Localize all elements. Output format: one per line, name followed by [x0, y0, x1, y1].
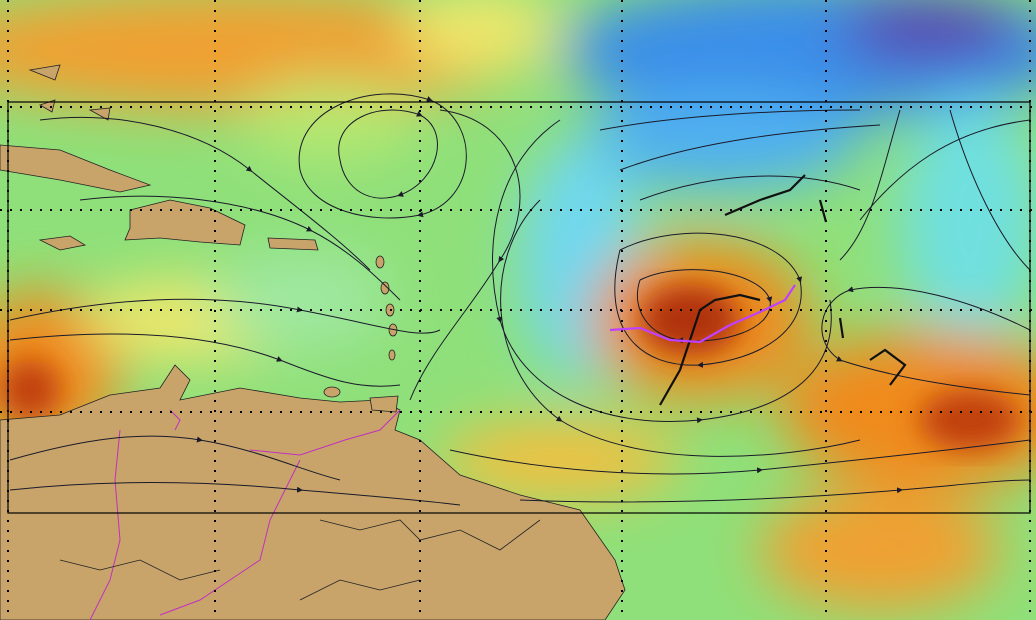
- political-borders: [89, 409, 401, 620]
- trinidad: [369, 395, 399, 413]
- analysis-box: [7, 101, 1031, 514]
- storm-track: [609, 284, 796, 344]
- trough-axes: [659, 174, 907, 406]
- land: [0, 64, 626, 620]
- lesser-antilles: [323, 255, 398, 398]
- streamlines: [9, 93, 1031, 506]
- puerto-rico: [267, 237, 319, 251]
- cuba: [0, 144, 152, 193]
- jamaica: [38, 235, 87, 251]
